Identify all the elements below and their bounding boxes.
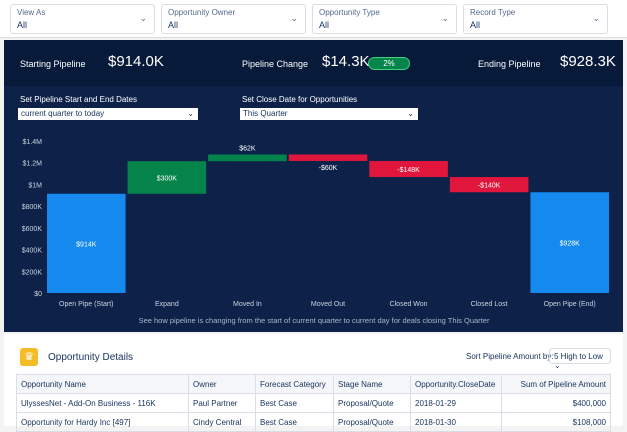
selector[interactable]: This Quarter ⌄ xyxy=(240,108,418,120)
data-label: -$140K xyxy=(478,183,501,190)
table-cell: Best Case xyxy=(255,412,334,432)
x-tick-label: Open Pipe (End) xyxy=(544,301,596,308)
table-cell: Best Case xyxy=(255,393,334,413)
chart-caption: See how pipeline is changing from the st… xyxy=(139,316,490,325)
x-tick-label: Expand xyxy=(155,301,179,308)
selector[interactable]: current quarter to today ⌄ xyxy=(18,108,198,120)
chevron: ⌄ xyxy=(139,13,147,23)
y-tick-label: $400K xyxy=(22,248,43,255)
chevron: ⌄ xyxy=(441,13,449,23)
kpi-bar: Starting Pipeline $914.0K Pipeline Chang… xyxy=(4,40,623,86)
filter-label: Opportunity Type xyxy=(319,8,380,17)
data-label: -$148K xyxy=(397,167,420,174)
data-label: $62K xyxy=(239,145,256,152)
table-cell: Paul Partner xyxy=(188,393,256,413)
details-section: ♛ Opportunity Details Sort Pipeline Amou… xyxy=(4,334,623,432)
data-label: $914K xyxy=(76,241,97,248)
kpi-badge: 2% xyxy=(368,57,410,70)
table-cell: Cindy Central xyxy=(188,412,256,432)
table-cell: Opportunity for Hardy Inc [497] xyxy=(16,412,189,432)
details-title: Opportunity Details xyxy=(48,352,134,363)
table-cell: $400,000 xyxy=(501,393,611,413)
sort-value: 5 High to Low xyxy=(554,352,603,361)
bar xyxy=(127,161,207,194)
y-tick-label: $800K xyxy=(22,204,43,211)
column-header: Stage Name xyxy=(333,374,411,394)
filter-dropdown[interactable]: Opportunity Type All ⌄ xyxy=(312,4,457,34)
y-tick-label: $0 xyxy=(34,291,42,298)
y-tick-label: $1.4M xyxy=(23,139,43,146)
bar xyxy=(208,154,287,162)
filter-value: All xyxy=(17,20,28,30)
filter-label: Record Type xyxy=(470,8,516,17)
kpi-label: Ending Pipeline xyxy=(478,59,541,69)
filter-bar: View As All ⌄ Opportunity Owner All ⌄ Opportun… xyxy=(0,0,627,38)
data-label: -$60K xyxy=(319,165,338,172)
table-cell: Proposal/Quote xyxy=(333,412,411,432)
column-header: Opportunity.CloseDate xyxy=(410,374,502,394)
x-tick-label: Open Pipe (Start) xyxy=(59,301,113,308)
selector-value: This Quarter xyxy=(243,109,288,118)
table-row: UlyssesNet - Add-On Business - 116K Paul … xyxy=(16,393,611,413)
data-label: $300K xyxy=(157,175,178,182)
kpi-label: Starting Pipeline xyxy=(20,59,86,69)
bar xyxy=(288,154,368,161)
column-header: Opportunity Name xyxy=(16,374,189,394)
y-tick-label: $1.2M xyxy=(23,161,43,168)
data-label: $928K xyxy=(560,241,581,248)
column-header: Owner xyxy=(188,374,256,394)
filter-label: Opportunity Owner xyxy=(168,8,236,17)
table-cell: Proposal/Quote xyxy=(333,393,411,413)
x-tick-label: Closed Lost xyxy=(471,301,508,308)
x-tick-label: Moved Out xyxy=(311,301,345,308)
chevron: ⌄ xyxy=(592,13,600,23)
bar xyxy=(530,192,609,293)
bar xyxy=(47,193,126,293)
dashboard-panel: Starting Pipeline $914.0K Pipeline Chang… xyxy=(4,40,623,332)
chevron: ⌄ xyxy=(290,13,298,23)
filter-dropdown[interactable]: Record Type All ⌄ xyxy=(463,4,608,34)
table-cell: $108,000 xyxy=(501,412,611,432)
x-tick-label: Moved In xyxy=(233,301,262,308)
column-header: Sum of Pipeline Amount xyxy=(501,374,611,394)
filter-label: View As xyxy=(17,8,46,17)
kpi-value: $928.3K xyxy=(560,53,616,70)
filter-value: All xyxy=(168,20,179,30)
filter-value: All xyxy=(319,20,330,30)
y-tick-label: $600K xyxy=(22,226,43,233)
filter-dropdown[interactable]: Opportunity Owner All ⌄ xyxy=(161,4,306,34)
selector-label: Set Close Date for Opportunities xyxy=(242,95,358,104)
table-cell: 2018-01-30 xyxy=(410,412,502,432)
column-header: Forecast Category xyxy=(255,374,334,394)
filter-value: All xyxy=(470,20,481,30)
selector-value: current quarter to today xyxy=(21,109,105,118)
bar xyxy=(449,177,529,193)
x-tick-label: Closed Won xyxy=(390,301,428,308)
waterfall-chart: See how pipeline is changing from the st… xyxy=(22,139,609,325)
kpi-value: $914.0K xyxy=(108,53,164,70)
kpi-value: $14.3K xyxy=(322,53,370,70)
y-tick-label: $200K xyxy=(22,269,43,276)
sort-select[interactable]: 5 High to Low ⌄ xyxy=(549,348,611,370)
selector-label: Set Pipeline Start and End Dates xyxy=(20,95,137,104)
table-cell: 2018-01-29 xyxy=(410,393,502,413)
kpi-label: Pipeline Change xyxy=(242,59,309,69)
bar xyxy=(369,160,448,178)
sort-label: Sort Pipeline Amount by: xyxy=(466,352,554,361)
details-table: Opportunity Name Owner Forecast Category St… xyxy=(16,374,611,432)
icon: ♛ xyxy=(20,348,38,366)
filter-dropdown[interactable]: View As All ⌄ xyxy=(10,4,155,34)
table-cell: UlyssesNet - Add-On Business - 116K xyxy=(16,393,189,413)
table-row: Opportunity for Hardy Inc [497] Cindy Cen… xyxy=(16,412,611,432)
y-tick-label: $1M xyxy=(28,182,42,189)
